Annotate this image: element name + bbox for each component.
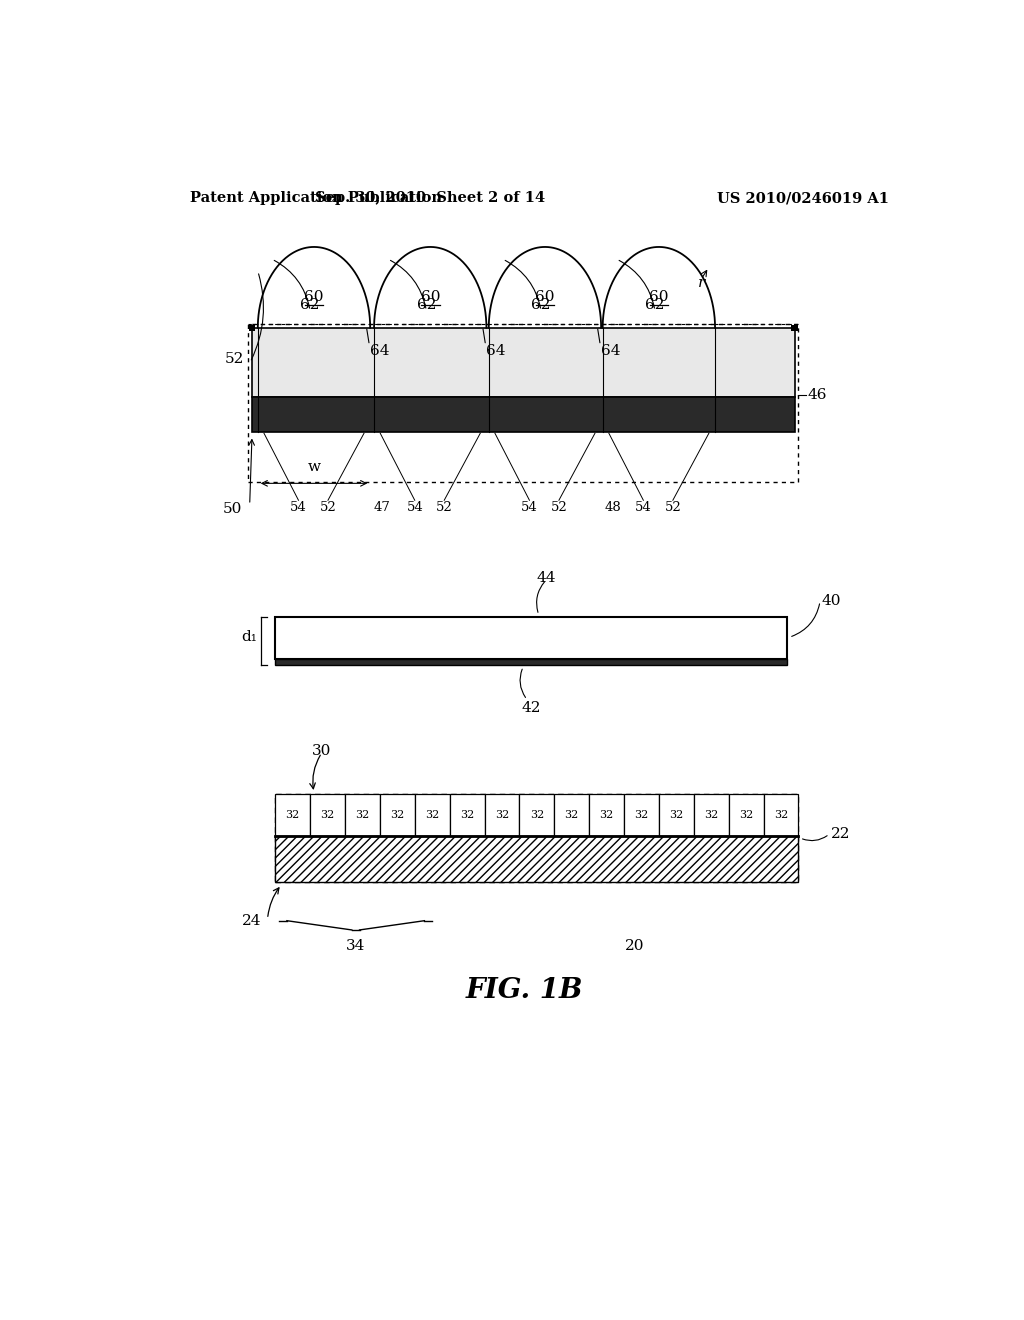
- Bar: [275, 616, 786, 659]
- Bar: [658, 793, 693, 836]
- Bar: [519, 793, 554, 836]
- Text: 64: 64: [371, 345, 390, 358]
- Text: US 2010/0246019 A1: US 2010/0246019 A1: [717, 191, 889, 206]
- Text: 22: 22: [830, 828, 850, 841]
- Text: 32: 32: [670, 810, 683, 820]
- Text: 24: 24: [242, 913, 261, 928]
- Bar: [380, 793, 415, 836]
- Text: 32: 32: [495, 810, 509, 820]
- Text: 32: 32: [286, 810, 300, 820]
- Text: 48: 48: [605, 502, 622, 513]
- Text: 32: 32: [634, 810, 648, 820]
- Text: w: w: [307, 461, 321, 474]
- Text: 20: 20: [626, 940, 645, 953]
- Text: 62: 62: [645, 298, 665, 312]
- Text: 32: 32: [529, 810, 544, 820]
- Text: 50: 50: [222, 502, 242, 516]
- Bar: [624, 793, 658, 836]
- Text: 32: 32: [599, 810, 613, 820]
- Text: 46: 46: [808, 388, 827, 401]
- Text: 42: 42: [521, 701, 541, 715]
- Bar: [252, 397, 795, 432]
- Bar: [275, 793, 310, 836]
- Bar: [275, 793, 799, 882]
- Text: Sep. 30, 2010  Sheet 2 of 14: Sep. 30, 2010 Sheet 2 of 14: [315, 191, 546, 206]
- Text: 62: 62: [300, 298, 319, 312]
- Bar: [252, 327, 795, 397]
- Bar: [450, 793, 484, 836]
- Text: 32: 32: [390, 810, 404, 820]
- Text: 52: 52: [436, 502, 453, 513]
- Bar: [275, 836, 799, 882]
- Text: 60: 60: [649, 290, 669, 304]
- Text: 54: 54: [635, 502, 651, 513]
- Bar: [275, 659, 786, 665]
- Text: 64: 64: [601, 345, 621, 358]
- Bar: [248, 323, 799, 482]
- Bar: [792, 325, 798, 331]
- Text: d₁: d₁: [241, 631, 257, 644]
- Text: 32: 32: [355, 810, 370, 820]
- Text: 52: 52: [551, 502, 567, 513]
- Text: 54: 54: [407, 502, 423, 513]
- Text: 60: 60: [421, 290, 440, 304]
- Text: r: r: [698, 276, 706, 290]
- Bar: [310, 793, 345, 836]
- Bar: [764, 793, 799, 836]
- Text: 32: 32: [460, 810, 474, 820]
- Text: 32: 32: [774, 810, 788, 820]
- Bar: [589, 793, 624, 836]
- Text: 32: 32: [321, 810, 335, 820]
- Bar: [693, 793, 729, 836]
- Text: 64: 64: [486, 345, 506, 358]
- Text: 34: 34: [346, 940, 366, 953]
- Text: 54: 54: [521, 502, 538, 513]
- Bar: [729, 793, 764, 836]
- Text: 32: 32: [425, 810, 439, 820]
- Bar: [554, 793, 589, 836]
- Text: FIG. 1B: FIG. 1B: [466, 977, 584, 1003]
- Text: 32: 32: [564, 810, 579, 820]
- Text: 60: 60: [536, 290, 555, 304]
- Text: 32: 32: [705, 810, 718, 820]
- Bar: [249, 325, 255, 331]
- Text: 54: 54: [290, 502, 307, 513]
- Text: Patent Application Publication: Patent Application Publication: [190, 191, 442, 206]
- Text: 32: 32: [739, 810, 754, 820]
- Text: 52: 52: [319, 502, 336, 513]
- Text: 40: 40: [821, 594, 841, 609]
- Text: 62: 62: [531, 298, 551, 312]
- Text: 60: 60: [304, 290, 324, 304]
- Text: 52: 52: [224, 351, 244, 366]
- Text: 44: 44: [537, 572, 556, 585]
- Text: 47: 47: [374, 502, 391, 513]
- Bar: [415, 793, 450, 836]
- Text: 52: 52: [665, 502, 681, 513]
- Bar: [345, 793, 380, 836]
- Text: 62: 62: [417, 298, 436, 312]
- Bar: [484, 793, 519, 836]
- Text: 30: 30: [312, 744, 332, 758]
